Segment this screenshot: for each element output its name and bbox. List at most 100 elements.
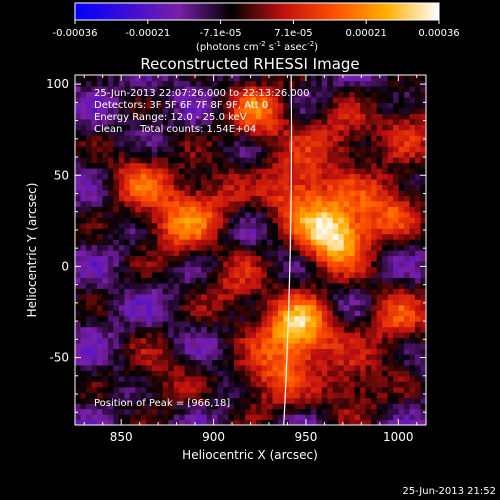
heatmap-cell [223,157,230,164]
heatmap-cell [129,282,136,289]
heatmap-cell [151,260,158,268]
heatmap-cell [299,124,306,131]
heatmap-cell [415,414,422,421]
heatmap-cell [255,85,263,93]
heatmap-cell [75,178,82,185]
heatmap-cell [288,299,295,306]
heatmap-cell [338,140,345,147]
heatmap-cell [371,304,378,311]
heatmap-cell [102,408,109,415]
heatmap-cell [217,118,224,125]
heatmap-cell [371,315,378,322]
heatmap-cell [162,310,169,317]
heatmap-cell [80,419,87,425]
heatmap-cell [294,200,301,207]
heatmap-cell [168,348,175,355]
heatmap-cell [387,228,394,235]
heatmap-cell [420,129,426,136]
heatmap-cell [255,337,263,344]
heatmap-cell [217,85,224,93]
heatmap-cell [234,135,241,142]
heatmap-cell [261,211,268,218]
heatmap-cell [338,151,345,158]
heatmap-cell [234,337,241,344]
heatmap-cell [354,353,361,360]
heatmap-cell [102,397,109,404]
heatmap-cell [239,250,246,257]
heatmap-cell [255,173,263,180]
heatmap-cell [206,299,213,306]
heatmap-cell [321,173,328,180]
heatmap-cell [151,244,158,251]
heatmap-cell [266,118,274,125]
heatmap-cell [91,266,98,273]
heatmap-cell [343,397,350,404]
heatmap-cell [376,353,383,360]
heatmap-cell [245,255,252,262]
heatmap-cell [255,135,263,142]
heatmap-cell [190,222,197,229]
heatmap-cell [190,277,197,284]
heatmap-cell [91,151,98,158]
heatmap-cell [327,113,334,120]
heatmap-cell [80,337,87,344]
heatmap-cell [409,200,416,207]
heatmap-cell [261,375,268,382]
heatmap-cell [168,173,175,180]
heatmap-cell [162,189,169,196]
heatmap-cell [332,315,339,322]
heatmap-cell [371,222,378,229]
heatmap-cell [387,255,394,262]
heatmap-cell [382,403,389,410]
heatmap-cell [332,135,339,142]
heatmap-cell [179,113,186,120]
heatmap-cell [234,315,241,322]
heatmap-cell [261,255,268,262]
heatmap-cell [80,250,87,257]
heatmap-cell [294,113,301,120]
heatmap-cell [96,217,104,224]
heatmap-cell [223,381,230,388]
heatmap-cell [332,326,339,333]
heatmap-cell [118,321,125,328]
heatmap-cell [151,85,158,93]
heatmap-cell [310,277,317,284]
heatmap-cell [195,222,202,229]
heatmap-cell [305,403,312,410]
heatmap-cell [420,233,426,240]
heatmap-cell [310,271,317,278]
heatmap-cell [107,304,114,311]
heatmap-cell [360,277,367,284]
heatmap-cell [266,173,274,180]
heatmap-cell [135,124,142,131]
heatmap-cell [146,288,153,295]
heatmap-cell [310,211,317,218]
heatmap-cell [129,91,136,98]
heatmap-cell [261,173,268,180]
heatmap-cell [107,255,114,262]
heatmap-cell [310,359,317,366]
heatmap-cell [250,348,257,355]
heatmap-cell [124,118,131,125]
heatmap-cell [283,80,290,87]
heatmap-cell [305,184,312,191]
heatmap-cell [338,271,345,278]
heatmap-cell [343,310,350,317]
heatmap-cell [157,239,164,246]
heatmap-cell [113,299,120,306]
heatmap-cell [173,381,180,388]
heatmap-cell [404,189,411,196]
heatmap-cell [168,233,175,240]
heatmap-cell [393,233,400,240]
heatmap-cell [250,91,257,98]
heatmap-cell [310,375,317,382]
heatmap-cell [409,419,416,425]
heatmap-cell [113,250,120,257]
heatmap-cell [420,255,426,262]
heatmap-cell [294,250,301,257]
heatmap-cell [162,293,169,300]
heatmap-cell [157,299,164,306]
heatmap-cell [272,167,279,175]
heatmap-cell [201,217,208,224]
heatmap-cell [420,222,426,229]
